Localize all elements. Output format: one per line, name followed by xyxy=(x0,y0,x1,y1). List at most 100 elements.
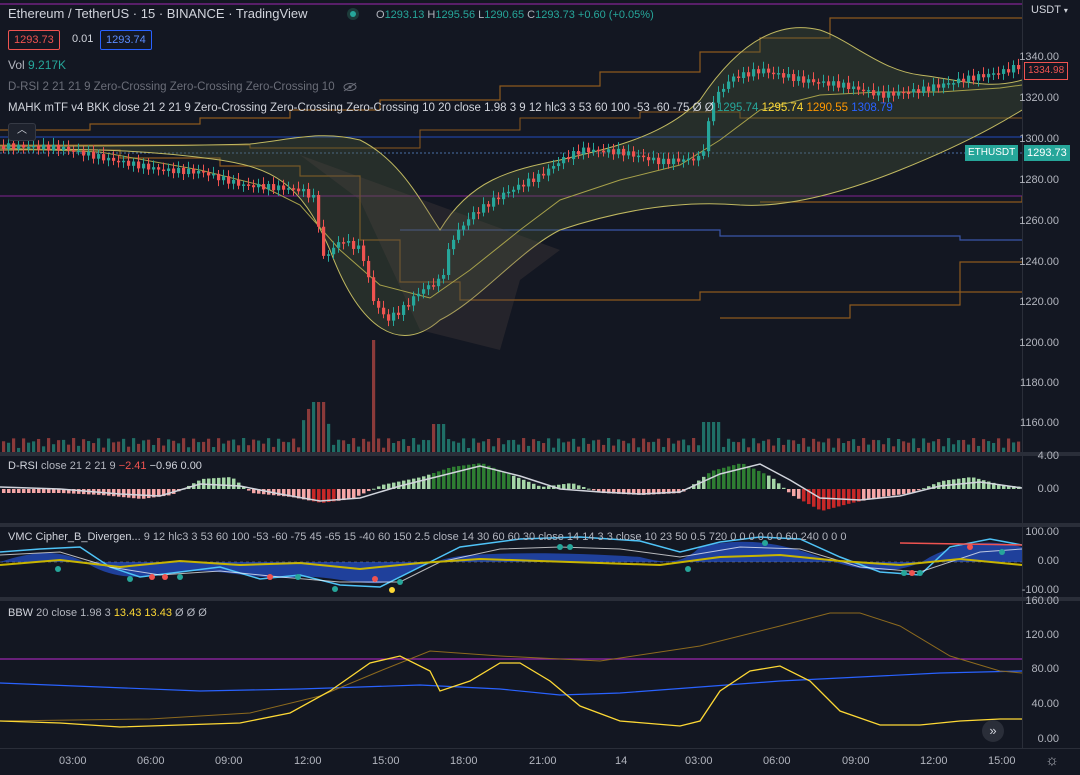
candle-body xyxy=(72,150,76,152)
volume-bar xyxy=(102,447,106,452)
drsi-bar xyxy=(802,489,806,502)
vmc-chart[interactable] xyxy=(0,527,1022,597)
bbw-value-1: 13.43 xyxy=(113,607,142,619)
volume-bar xyxy=(227,440,231,452)
drsi-bar xyxy=(432,473,436,489)
volume-bar xyxy=(7,442,11,452)
candle-body xyxy=(267,184,271,190)
sell-price-button[interactable]: 1293.73 xyxy=(8,30,60,50)
time-tick: 09:00 xyxy=(215,755,243,767)
vmc-dot xyxy=(55,566,61,572)
collapse-legend-button[interactable]: ︿ xyxy=(8,123,36,141)
volume-bar xyxy=(502,444,506,452)
vmc-dot xyxy=(389,587,395,593)
bbw-tick: 0.00 xyxy=(1037,733,1059,745)
high-label: H xyxy=(427,9,436,21)
candle-body xyxy=(767,68,771,73)
candle-body xyxy=(7,143,11,150)
drsi-bar xyxy=(982,480,986,489)
candle-body xyxy=(1017,65,1021,70)
candle-body xyxy=(997,73,1001,75)
bbw-axis[interactable]: 160.00 120.00 80.00 40.00 0.00 xyxy=(1022,595,1080,748)
volume-bar xyxy=(792,440,796,452)
candle-body xyxy=(832,81,836,86)
drsi-bar xyxy=(22,489,26,493)
vmc-axis[interactable]: 100.00 0.00 -100.00 xyxy=(1022,526,1080,597)
volume-bar xyxy=(27,442,31,452)
drsi-bar xyxy=(287,489,291,497)
price-tick: 1180.00 xyxy=(1020,377,1059,389)
candle-body xyxy=(627,151,631,156)
settings-gear-icon[interactable]: ☼ xyxy=(1045,752,1059,769)
scroll-to-realtime-button[interactable]: » xyxy=(982,720,1004,742)
candle-body xyxy=(532,178,536,182)
volume-bar xyxy=(142,440,146,452)
symbol-title[interactable]: Ethereum / TetherUS · 15 · BINANCE · Tra… xyxy=(8,6,307,21)
volume-bar xyxy=(592,440,596,452)
currency-selector[interactable]: USDT ▾ xyxy=(1031,4,1068,16)
drsi-bar xyxy=(747,466,751,489)
symbol-tag: ETHUSDT xyxy=(965,145,1019,161)
drsi-bar xyxy=(482,463,486,489)
bbw-tick: 40.00 xyxy=(1031,698,1059,710)
candle-body xyxy=(502,192,506,200)
volume-bar xyxy=(512,439,516,452)
drsi-bar xyxy=(807,489,811,505)
candle-body xyxy=(947,83,951,85)
candle-body xyxy=(402,305,406,315)
volume-bar xyxy=(847,441,851,452)
volume-bar xyxy=(387,438,391,452)
candle-body xyxy=(807,79,811,83)
pane-separator[interactable] xyxy=(0,597,1080,601)
candle-body xyxy=(207,172,211,176)
drsi-bar xyxy=(137,489,141,499)
pane-separator[interactable] xyxy=(0,523,1080,527)
drsi-bar xyxy=(397,481,401,489)
volume-bar xyxy=(567,441,571,452)
bbw-legend[interactable]: BBW 20 close 1.98 3 13.43 13.43 Ø Ø Ø xyxy=(8,607,207,619)
volume-bar xyxy=(262,443,266,452)
volume-bar xyxy=(97,438,101,452)
ohlc-legend: O1293.13 H1295.56 L1290.65 C1293.73 +0.6… xyxy=(376,9,654,21)
pane-separator[interactable] xyxy=(0,452,1080,456)
symbol-name[interactable]: Ethereum / TetherUS xyxy=(8,6,130,21)
candle-body xyxy=(327,254,331,256)
drsi-bar xyxy=(547,486,551,489)
volume-bar xyxy=(982,439,986,452)
buy-price-button[interactable]: 1293.74 xyxy=(100,30,152,50)
main-chart[interactable] xyxy=(0,0,1022,452)
candle-body xyxy=(397,312,401,315)
market-status-icon[interactable] xyxy=(347,8,359,20)
drsi-histogram[interactable] xyxy=(0,456,1022,523)
drsi-bar xyxy=(977,478,981,489)
drsi-bar xyxy=(352,489,356,499)
volume-bar xyxy=(497,438,501,452)
candle-body xyxy=(247,184,251,186)
volume-bar xyxy=(162,445,166,452)
drsi-legend[interactable]: D-RSI close 21 2 21 9 −2.41 −0.96 0.00 xyxy=(8,460,202,472)
price-tick: 1340.00 xyxy=(1019,51,1059,63)
bbw-chart[interactable] xyxy=(0,601,1022,748)
volume-bar xyxy=(437,424,441,452)
vmc-legend[interactable]: VMC Cipher_B_Divergen... 9 12 hlc3 3 53 … xyxy=(8,531,846,543)
drsi-bar xyxy=(892,489,896,496)
mahk-legend[interactable]: MAHK mTF v4 BKK close 21 2 21 9 Zero-Cro… xyxy=(8,102,893,114)
drsi-axis[interactable]: 4.00 0.00 xyxy=(1022,450,1080,523)
candle-body xyxy=(132,161,136,166)
drsi-bar xyxy=(907,489,911,494)
drsi-bar xyxy=(572,483,576,489)
candle-body xyxy=(882,91,886,98)
interval-label[interactable]: 15 xyxy=(140,6,156,21)
hidden-eye-icon[interactable] xyxy=(343,82,357,92)
volume-bar xyxy=(742,438,746,452)
drsi-bar xyxy=(677,489,681,494)
price-axis[interactable]: USDT ▾ 1340.00 1320.00 1300.00 1280.00 1… xyxy=(1019,0,1080,452)
volume-bar xyxy=(62,439,66,452)
volume-legend[interactable]: Vol 9.217K xyxy=(8,58,66,72)
volume-bar xyxy=(532,439,536,452)
volume-bar xyxy=(752,438,756,452)
volume-bar xyxy=(2,441,6,452)
time-tick: 12:00 xyxy=(920,755,948,767)
drsi-overlay-legend[interactable]: D-RSI 2 21 21 9 Zero-Crossing Zero-Cross… xyxy=(8,81,335,93)
volume-bar xyxy=(962,439,966,452)
